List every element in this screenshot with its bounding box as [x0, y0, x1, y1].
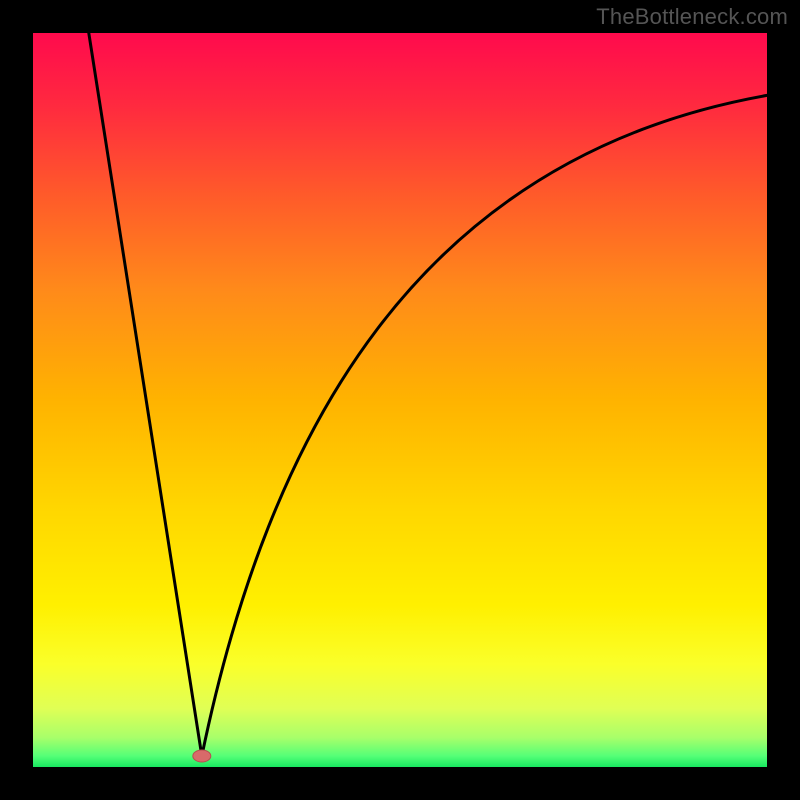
bottleneck-plot — [33, 33, 767, 767]
watermark-text: TheBottleneck.com — [596, 4, 788, 30]
gradient-background — [33, 33, 767, 767]
minimum-marker — [193, 750, 211, 762]
chart-frame: TheBottleneck.com — [0, 0, 800, 800]
